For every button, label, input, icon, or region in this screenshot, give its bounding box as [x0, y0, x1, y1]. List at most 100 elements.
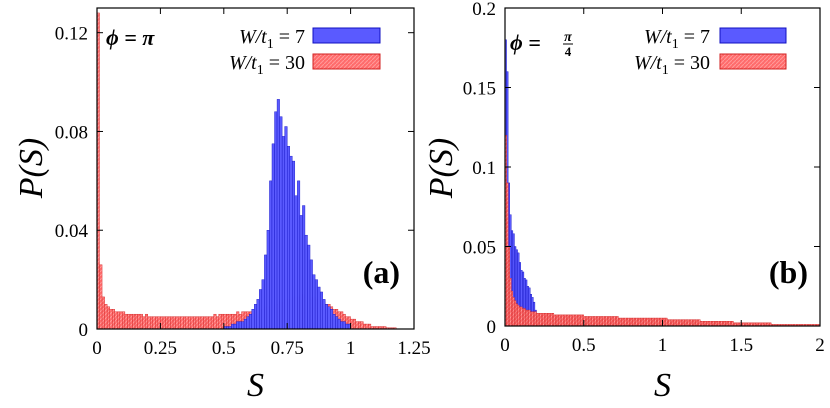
- bar: [648, 317, 651, 327]
- bar: [190, 316, 194, 330]
- bar: [608, 316, 611, 327]
- bar: [355, 321, 359, 330]
- bar: [712, 321, 715, 327]
- bar: [667, 319, 669, 327]
- bar: [525, 309, 528, 327]
- y-tick-label: 0: [79, 320, 89, 341]
- bar: [567, 314, 570, 327]
- y-tick-label: 0.08: [55, 122, 88, 143]
- bar: [195, 316, 199, 330]
- bar: [193, 316, 197, 330]
- bar: [289, 155, 293, 330]
- bar: [613, 316, 616, 327]
- bar: [514, 300, 517, 327]
- bar: [585, 316, 588, 327]
- bar: [616, 316, 619, 327]
- bar: [624, 317, 627, 327]
- panel-a: 0 0.25 0.5 0.75 1 1.25 0 0.04 0.08 0.12 S P(S) W/t1 …: [13, 7, 431, 404]
- bar: [112, 309, 115, 330]
- bar: [185, 316, 189, 330]
- bar: [610, 316, 613, 327]
- bar: [681, 319, 684, 327]
- bar: [599, 316, 602, 327]
- bar: [172, 316, 176, 330]
- y-axis-label: P(S): [13, 138, 50, 199]
- bar: [649, 317, 652, 327]
- bar: [575, 314, 578, 327]
- bar: [626, 317, 629, 327]
- bar: [132, 313, 136, 330]
- x-tick-label: 2: [815, 335, 825, 356]
- legend-label: W/t1 = 7: [644, 26, 710, 52]
- bar: [559, 314, 562, 327]
- bar: [722, 321, 725, 327]
- bar: [673, 319, 676, 327]
- bar: [312, 274, 316, 330]
- bar: [279, 116, 283, 330]
- bar: [119, 311, 123, 330]
- bar: [696, 319, 699, 327]
- bar: [281, 136, 285, 330]
- bar: [259, 289, 263, 330]
- bar: [274, 111, 278, 330]
- bar: [720, 321, 723, 327]
- bar: [676, 319, 679, 327]
- bar: [541, 313, 543, 327]
- y-tick-label: 0: [487, 317, 497, 338]
- bar: [723, 321, 726, 327]
- bar: [644, 317, 647, 327]
- bar: [507, 246, 510, 327]
- bar: [167, 316, 171, 330]
- bar: [319, 291, 323, 330]
- bar: [706, 321, 709, 327]
- bar: [261, 279, 265, 330]
- bar: [692, 319, 695, 327]
- x-tick-label: 0: [500, 335, 510, 356]
- bar: [580, 314, 583, 327]
- bar: [254, 304, 257, 330]
- bar: [317, 286, 321, 330]
- bar: [668, 319, 671, 327]
- bar: [591, 316, 594, 327]
- series-w30: [504, 134, 821, 327]
- bar: [533, 311, 536, 327]
- bar: [719, 321, 721, 327]
- bar: [205, 316, 209, 330]
- bar: [360, 321, 364, 330]
- legend-swatch: [719, 53, 787, 70]
- bar: [208, 316, 212, 330]
- bar: [365, 323, 369, 330]
- bar: [570, 314, 573, 327]
- bar: [725, 321, 728, 327]
- bar: [241, 321, 245, 330]
- bar: [536, 313, 539, 327]
- panel-label: (b): [769, 254, 808, 290]
- bar: [640, 317, 643, 327]
- bar: [531, 311, 534, 327]
- bar: [134, 313, 138, 330]
- bar: [685, 319, 688, 327]
- legend-swatch: [719, 27, 787, 44]
- bar: [656, 317, 658, 327]
- bar: [542, 313, 545, 327]
- bar: [175, 316, 179, 330]
- bar: [569, 314, 572, 327]
- y-tick-label: 0.05: [463, 238, 496, 259]
- bar: [511, 290, 514, 327]
- bar: [671, 319, 674, 327]
- bar: [687, 319, 690, 327]
- bar: [618, 317, 621, 327]
- bar: [271, 143, 275, 330]
- bar: [251, 309, 255, 330]
- bar: [637, 317, 640, 327]
- bar: [117, 311, 121, 330]
- bar: [345, 323, 349, 330]
- bar: [563, 314, 566, 327]
- bar: [704, 321, 707, 327]
- bar: [678, 319, 681, 327]
- bar: [698, 319, 701, 327]
- phi-denominator: 4: [565, 44, 572, 59]
- bar: [523, 308, 526, 327]
- bar: [700, 321, 703, 327]
- bar: [674, 319, 677, 327]
